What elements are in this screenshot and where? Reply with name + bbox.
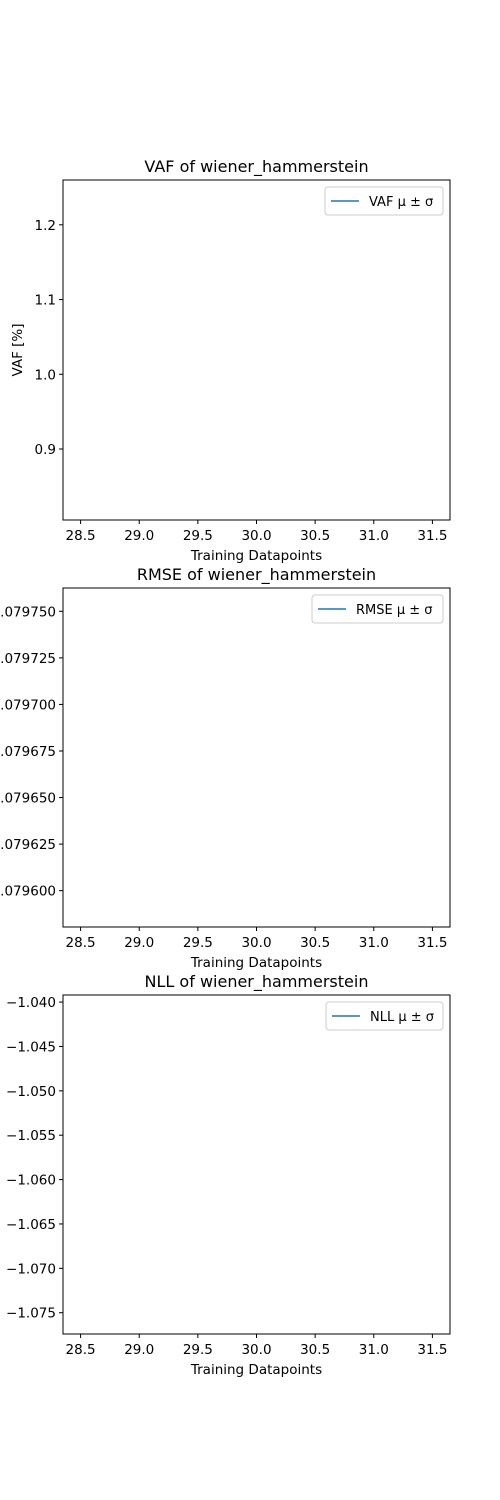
y-tick-label: 1.2 xyxy=(35,218,56,234)
y-tick-label: 0.9 xyxy=(35,442,56,458)
chart-title: VAF of wiener_hammerstein xyxy=(144,157,368,177)
x-tick-label: 28.5 xyxy=(66,528,96,544)
x-tick-label: 31.5 xyxy=(417,1342,447,1358)
axes-frame xyxy=(62,179,451,521)
legend: RMSE μ ± σ xyxy=(311,594,444,624)
x-tick-label: 30.5 xyxy=(300,935,330,951)
y-tick-label: −1.065 xyxy=(6,1217,56,1233)
y-tick-label: −1.075 xyxy=(6,1306,56,1322)
x-tick-label: 29.5 xyxy=(183,528,213,544)
x-tick-label: 31.0 xyxy=(359,935,389,951)
axes-frame xyxy=(62,587,451,928)
chart-2: RMSE of wiener_hammerstein 28.5 29.0 29.5 30… xyxy=(0,565,451,971)
y-axis-label: VAF [%] xyxy=(10,323,26,376)
x-tick-label: 30.5 xyxy=(300,528,330,544)
y-tick-label: 1.1 xyxy=(35,293,56,309)
x-tick-label: 30.5 xyxy=(300,1342,330,1358)
legend-box xyxy=(325,1001,444,1031)
y-tick-label: 0.079625 xyxy=(0,837,56,853)
x-tick-label: 29.0 xyxy=(124,528,154,544)
legend: VAF μ ± σ xyxy=(324,186,444,216)
x-tick-label: 30.0 xyxy=(241,935,271,951)
y-tick-label: 0.079600 xyxy=(0,884,56,900)
x-tick-label: 28.5 xyxy=(66,935,96,951)
x-tick-label: 29.0 xyxy=(124,935,154,951)
y-tick-label: 0.079700 xyxy=(0,697,56,713)
legend-entry: VAF μ ± σ xyxy=(369,195,433,210)
x-tick-label: 29.0 xyxy=(124,1342,154,1358)
y-tick-label: 1.0 xyxy=(35,367,56,383)
chart-3: NLL of wiener_hammerstein 28.5 29.0 29.5 30.… xyxy=(6,972,451,1378)
y-tick-label: −1.050 xyxy=(6,1084,56,1100)
chart-title: NLL of wiener_hammerstein xyxy=(145,972,369,992)
x-tick-label: 29.5 xyxy=(183,1342,213,1358)
legend: NLL μ ± σ xyxy=(325,1001,444,1031)
x-tick-label: 31.5 xyxy=(417,528,447,544)
y-tick-label: −1.070 xyxy=(6,1261,56,1277)
legend-box xyxy=(324,186,444,216)
y-tick-label: −1.040 xyxy=(6,995,56,1011)
chart-title: RMSE of wiener_hammerstein xyxy=(137,565,376,585)
x-tick-label: 29.5 xyxy=(183,935,213,951)
x-tick-label: 28.5 xyxy=(66,1342,96,1358)
axes-frame xyxy=(62,994,451,1335)
y-tick-label: 0.079725 xyxy=(0,651,56,667)
x-axis-label: Training Datapoints xyxy=(190,1362,322,1378)
legend-box xyxy=(311,594,444,624)
y-tick-label: −1.045 xyxy=(6,1039,56,1055)
y-tick-label: −1.060 xyxy=(6,1173,56,1189)
x-tick-label: 31.0 xyxy=(359,528,389,544)
chart-1: VAF of wiener_hammerstein 28.5 29.0 29.5 30.… xyxy=(10,157,451,564)
x-axis-label: Training Datapoints xyxy=(190,548,322,564)
y-tick-label: −1.055 xyxy=(6,1128,56,1144)
legend-entry: RMSE μ ± σ xyxy=(356,603,433,618)
y-tick-label: 0.079675 xyxy=(0,744,56,760)
x-tick-label: 30.0 xyxy=(241,528,271,544)
legend-entry: NLL μ ± σ xyxy=(370,1010,434,1025)
x-axis-label: Training Datapoints xyxy=(190,955,322,971)
x-tick-label: 31.5 xyxy=(417,935,447,951)
y-tick-label: 0.079650 xyxy=(0,791,56,807)
x-tick-label: 31.0 xyxy=(359,1342,389,1358)
y-tick-label: 0.079750 xyxy=(0,604,56,620)
x-tick-label: 30.0 xyxy=(241,1342,271,1358)
